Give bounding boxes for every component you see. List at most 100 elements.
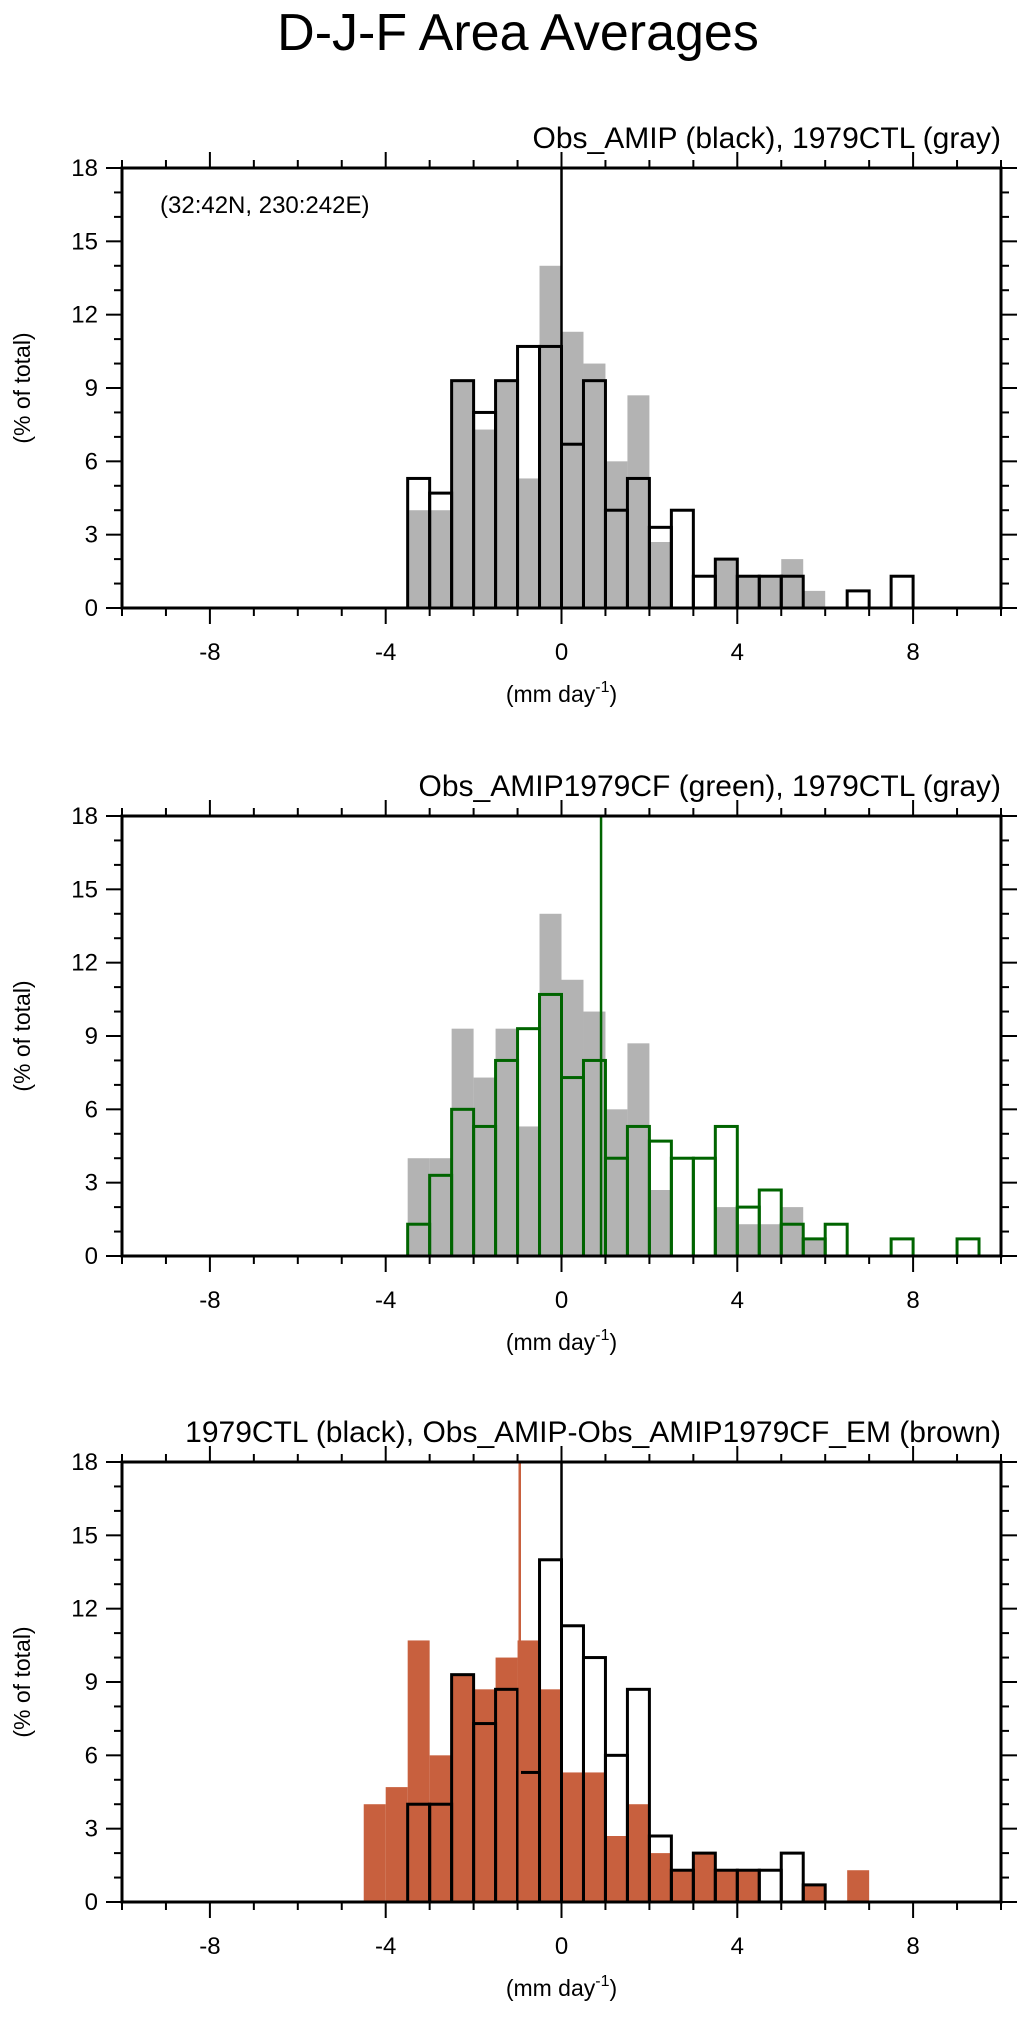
bar: [693, 1853, 716, 1902]
bar: [845, 589, 871, 610]
y-axis-label: (% of total): [9, 1626, 35, 1737]
bar: [517, 1126, 540, 1256]
bar: [715, 559, 738, 608]
bar: [495, 1657, 518, 1902]
bar: [627, 395, 650, 608]
bar: [803, 1238, 826, 1256]
bar: [627, 1804, 650, 1902]
bar: [363, 1804, 386, 1902]
histogram-panel-1: Obs_AMIP (black), 1979CTL (gray) -8 -4 0 4 8 0…: [9, 122, 1017, 707]
x-axis-label-close: ): [610, 1329, 618, 1355]
x-axis-label-superscript: -1: [595, 1327, 609, 1344]
x-tick-label: -8: [199, 1933, 220, 1960]
bar: [671, 1870, 694, 1902]
y-tick-label: 12: [71, 302, 98, 329]
panel-title: 1979CTL (black), Obs_AMIP-Obs_AMIP1979CF…: [185, 1416, 1001, 1449]
x-tick-label: -4: [375, 1933, 396, 1960]
x-axis-label-superscript: -1: [595, 679, 609, 696]
x-axis-label-text: (mm day: [506, 681, 596, 707]
bar: [429, 1158, 452, 1256]
x-axis-label: (mm day-1): [506, 679, 617, 707]
y-tick-label: 9: [85, 1023, 98, 1050]
bar: [539, 1689, 562, 1902]
x-tick-label: 0: [555, 1287, 568, 1314]
bar: [955, 1237, 981, 1258]
bar: [451, 1028, 474, 1256]
bar: [605, 1836, 628, 1902]
bar: [561, 979, 584, 1256]
x-tick-label: 8: [906, 639, 919, 666]
bar: [627, 1043, 650, 1256]
bar: [669, 508, 695, 610]
series-1979ctl: [407, 265, 826, 608]
region-annotation: (32:42N, 230:242E): [160, 192, 369, 219]
bar: [737, 1224, 760, 1256]
bar: [539, 265, 562, 608]
panel-title: Obs_AMIP1979CF (green), 1979CTL (gray): [419, 770, 1001, 803]
bar: [737, 576, 760, 608]
y-tick-label: 12: [71, 950, 98, 977]
bar: [583, 363, 606, 608]
x-tick-label: -4: [375, 639, 396, 666]
bar: [715, 1207, 738, 1256]
y-tick-label: 18: [71, 155, 98, 182]
y-tick-label: 3: [85, 1816, 98, 1843]
series-obs-amip-obs-amip1979cf-em: [363, 1640, 870, 1902]
bar: [889, 1237, 915, 1258]
x-axis-label: (mm day-1): [506, 1973, 617, 2001]
bar: [649, 1190, 672, 1256]
bar: [889, 574, 915, 610]
x-tick-label: 4: [731, 639, 744, 666]
x-tick-label: 4: [731, 1287, 744, 1314]
y-tick-label: 9: [85, 375, 98, 402]
y-tick-label: 6: [85, 1096, 98, 1123]
bar: [781, 1207, 804, 1256]
bar: [691, 1156, 717, 1258]
y-tick-label: 15: [71, 1522, 98, 1549]
bar: [495, 1028, 518, 1256]
bar: [473, 1689, 496, 1902]
x-tick-label: 0: [555, 1933, 568, 1960]
x-tick-label: -8: [199, 639, 220, 666]
bar: [803, 1884, 826, 1902]
bar: [715, 1870, 738, 1902]
bar: [451, 1674, 474, 1902]
x-axis-label-superscript: -1: [595, 1973, 609, 1990]
histogram-panel-3: 1979CTL (black), Obs_AMIP-Obs_AMIP1979CF…: [9, 1416, 1017, 2001]
x-tick-label: 4: [731, 1933, 744, 1960]
bar: [759, 1224, 782, 1256]
bar: [779, 1851, 805, 1904]
bar: [429, 1755, 452, 1902]
y-tick-label: 18: [71, 803, 98, 830]
y-tick-label: 15: [71, 876, 98, 903]
y-tick-label: 0: [85, 595, 98, 622]
x-axis-label-text: (mm day: [506, 1329, 596, 1355]
x-tick-label: -4: [375, 1287, 396, 1314]
bar: [517, 478, 540, 608]
y-tick-label: 6: [85, 1742, 98, 1769]
x-axis-label-text: (mm day: [506, 1975, 596, 2001]
x-tick-label: 8: [906, 1287, 919, 1314]
x-axis-label-close: ): [610, 681, 618, 707]
bar: [561, 1772, 584, 1902]
x-tick-label: -8: [199, 1287, 220, 1314]
bar: [473, 1077, 496, 1256]
bar: [757, 1868, 783, 1904]
y-tick-label: 12: [71, 1596, 98, 1623]
x-axis-label: (mm day-1): [506, 1327, 617, 1355]
bar: [539, 913, 562, 1256]
y-tick-label: 9: [85, 1669, 98, 1696]
bar: [451, 380, 474, 608]
panel-title: Obs_AMIP (black), 1979CTL (gray): [532, 122, 1001, 155]
y-tick-label: 3: [85, 522, 98, 549]
panels: Obs_AMIP (black), 1979CTL (gray) -8 -4 0 4 8 0…: [9, 122, 1017, 2001]
series-1979ctl: [407, 913, 826, 1256]
bar: [781, 559, 804, 608]
figure-title: D-J-F Area Averages: [277, 4, 759, 62]
bar: [561, 331, 584, 608]
bar: [649, 1853, 672, 1902]
y-tick-label: 6: [85, 448, 98, 475]
y-axis-label: (% of total): [9, 980, 35, 1091]
x-tick-label: 0: [555, 639, 568, 666]
